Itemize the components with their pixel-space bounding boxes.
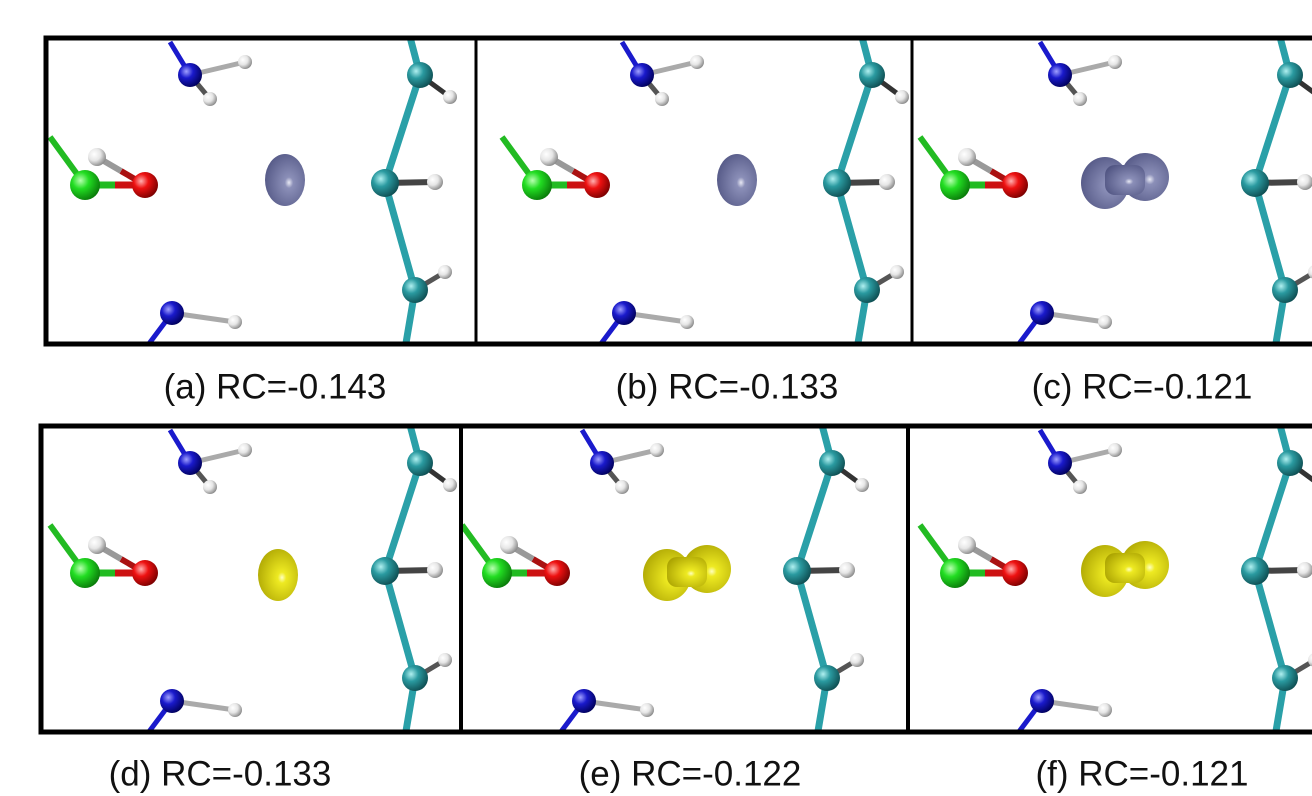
- panel-caption: (b) RC=-0.133: [616, 367, 839, 406]
- panel-caption: (c) RC=-0.121: [1032, 367, 1253, 406]
- panel-caption: (f) RC=-0.121: [1036, 754, 1249, 793]
- panel-image: [50, 425, 457, 737]
- page: (a) RC=-0.143 (b) RC=-0.133 (c) RC=-0.12…: [0, 0, 1312, 796]
- panel-image: [462, 425, 869, 737]
- panel-caption: (e) RC=-0.122: [579, 754, 802, 793]
- panel-caption: (d) RC=-0.133: [109, 754, 332, 793]
- panel-caption: (a) RC=-0.143: [164, 367, 387, 406]
- panel-image: [502, 37, 909, 349]
- panel-image: [50, 37, 457, 349]
- figure: (a) RC=-0.143 (b) RC=-0.133 (c) RC=-0.12…: [0, 0, 1312, 796]
- panel-image: [920, 425, 1312, 737]
- panel-image: [920, 37, 1312, 349]
